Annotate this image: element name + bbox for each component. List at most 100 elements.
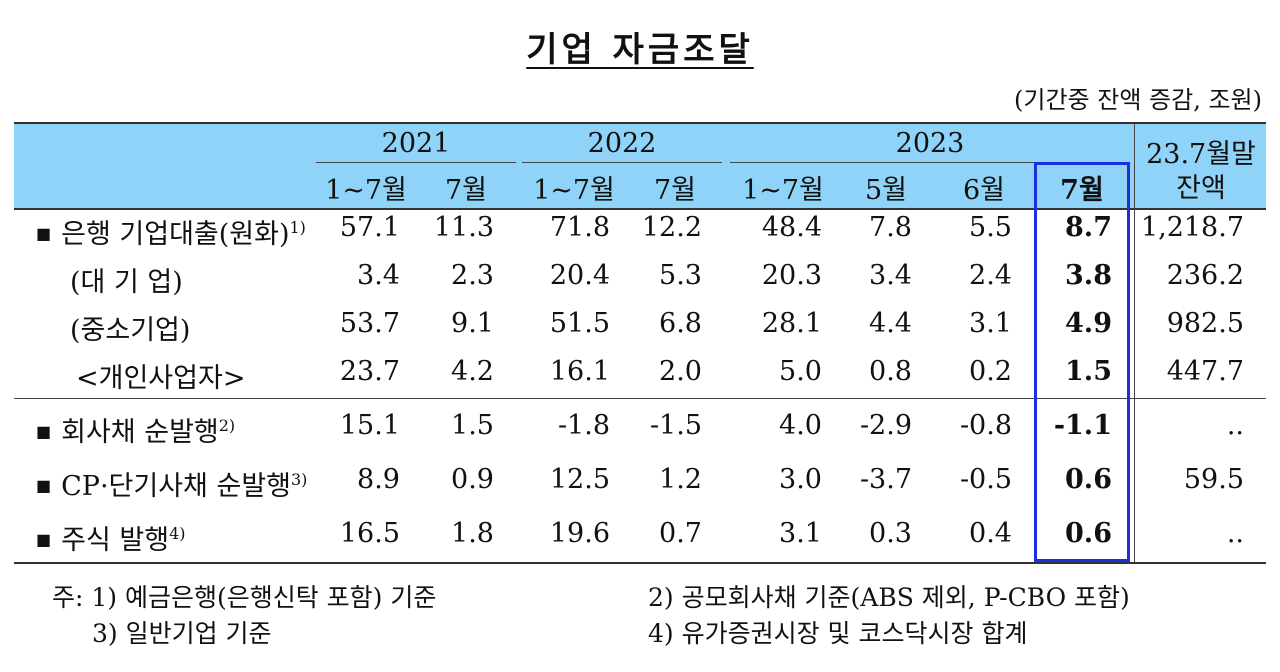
- value-cell: 15.1: [339, 410, 400, 441]
- year-underline: [730, 162, 1130, 163]
- value-cell: 4.2: [451, 356, 494, 387]
- value-cell: 0.7: [659, 518, 702, 549]
- value-cell: 23.7: [339, 356, 400, 387]
- table-row: ■ 주식 발행4) 16.5 1.8 19.6 0.7 3.1 0.3 0.4 0.6..: [0, 518, 1280, 568]
- page-title: 기업 자금조달: [526, 30, 754, 70]
- sub-header: 1~7월: [742, 175, 824, 206]
- bullet-icon: ■: [36, 422, 52, 441]
- value-cell: 11.3: [433, 212, 494, 243]
- balance-cell: 1,218.7: [1140, 212, 1244, 243]
- footnote-1: 주: 1) 예금은행(은행신탁 포함) 기준: [52, 583, 437, 612]
- row-label-text: 은행 기업대출(원화): [61, 219, 290, 250]
- value-cell: -1.8: [557, 410, 610, 441]
- value-cell: 0.8: [869, 356, 912, 387]
- value-cell-highlight: 0.6: [1065, 464, 1112, 495]
- value-cell: 7.8: [869, 212, 912, 243]
- sub-header: 6월: [962, 175, 1006, 206]
- value-cell: -3.7: [859, 464, 912, 495]
- row-label-text: (중소기업): [70, 315, 191, 346]
- row-label: ■ 주식 발행4): [36, 518, 186, 557]
- bullet-icon: ■: [36, 224, 52, 243]
- balance-cell: 236.2: [1166, 260, 1244, 291]
- sub-header: 1~7월: [533, 175, 615, 206]
- value-cell: 1.5: [451, 410, 494, 441]
- value-cell: -1.5: [649, 410, 702, 441]
- column-divider: [1134, 124, 1135, 564]
- value-cell: 5.0: [779, 356, 822, 387]
- row-label-text: (대 기 업): [70, 267, 183, 298]
- table-row: (중소기업) 53.7 9.1 51.5 6.8 28.1 4.4 3.1 4.9 982.5: [0, 308, 1280, 358]
- value-cell: 2.3: [451, 260, 494, 291]
- footnote-marker: 4): [169, 524, 186, 543]
- year-2023: 2023: [895, 128, 965, 159]
- footnote-4: 4) 유가증권시장 및 코스닥시장 합계: [648, 619, 1028, 648]
- footnote-marker: 1): [289, 218, 306, 237]
- value-cell: -2.9: [859, 410, 912, 441]
- balance-cell: ..: [1226, 410, 1244, 441]
- value-cell: 5.5: [969, 212, 1012, 243]
- balance-header-line1: 23.7월말: [1146, 139, 1256, 170]
- value-cell: 71.8: [549, 212, 610, 243]
- footnote-3: 3) 일반기업 기준: [92, 619, 272, 648]
- value-cell-highlight: 8.7: [1065, 212, 1112, 243]
- value-cell: 3.4: [869, 260, 912, 291]
- row-label-text: 회사채 순발행: [61, 417, 219, 448]
- balance-header-line2: 잔액: [1176, 173, 1226, 204]
- value-cell: 12.2: [641, 212, 702, 243]
- value-cell: 0.2: [969, 356, 1012, 387]
- row-label-text: 주식 발행: [61, 525, 170, 556]
- balance-cell: 59.5: [1183, 464, 1244, 495]
- balance-cell: ..: [1226, 518, 1244, 549]
- value-cell: 1.2: [659, 464, 702, 495]
- highlight-box: [1034, 162, 1130, 562]
- year-underline: [522, 162, 722, 163]
- row-label: (대 기 업): [70, 260, 183, 299]
- value-cell: 3.4: [357, 260, 400, 291]
- bullet-icon: ■: [36, 476, 52, 495]
- value-cell: 8.9: [357, 464, 400, 495]
- table-row: ■ 회사채 순발행2) 15.1 1.5 -1.8 -1.5 4.0 -2.9 -0.8 -1.1…: [0, 410, 1280, 460]
- value-cell: 16.1: [549, 356, 610, 387]
- value-cell: 3.0: [779, 464, 822, 495]
- value-cell: 1.8: [451, 518, 494, 549]
- value-cell: 57.1: [339, 212, 400, 243]
- sub-header: 5월: [864, 175, 908, 206]
- table-row: ■ CP·단기사채 순발행3) 8.9 0.9 12.5 1.2 3.0 -3.7 -0.5 0.…: [0, 464, 1280, 514]
- value-cell: 28.1: [761, 308, 822, 339]
- value-cell: 51.5: [549, 308, 610, 339]
- value-cell: 53.7: [339, 308, 400, 339]
- sub-header: 7월: [653, 175, 697, 206]
- unit-note: (기간중 잔액 증감, 조원): [1014, 86, 1262, 114]
- value-cell: 2.0: [659, 356, 702, 387]
- balance-cell: 447.7: [1166, 356, 1244, 387]
- value-cell: 3.1: [969, 308, 1012, 339]
- row-label-text: CP·단기사채 순발행: [61, 471, 291, 502]
- balance-cell: 982.5: [1166, 308, 1244, 339]
- section-divider: [14, 398, 1266, 399]
- year-underline: [316, 162, 516, 163]
- row-label-text: <개인사업자>: [76, 363, 246, 394]
- row-label: <개인사업자>: [76, 356, 245, 395]
- value-cell: -0.8: [959, 410, 1012, 441]
- value-cell: -0.5: [959, 464, 1012, 495]
- value-cell: 2.4: [969, 260, 1012, 291]
- value-cell: 19.6: [549, 518, 610, 549]
- value-cell: 20.4: [549, 260, 610, 291]
- sub-header-highlight: 7월: [1060, 175, 1104, 206]
- bullet-icon: ■: [36, 530, 52, 549]
- value-cell: 0.4: [969, 518, 1012, 549]
- value-cell: 4.4: [869, 308, 912, 339]
- value-cell: 4.0: [779, 410, 822, 441]
- value-cell: 16.5: [339, 518, 400, 549]
- sub-header: 1~7월: [325, 175, 407, 206]
- footnote-marker: 2): [218, 416, 236, 435]
- row-label: ■ 회사채 순발행2): [36, 410, 235, 449]
- value-cell: 12.5: [549, 464, 610, 495]
- sub-header: 7월: [444, 175, 488, 206]
- year-2021: 2021: [381, 128, 451, 159]
- table-row: ■ 은행 기업대출(원화)1) 57.1 11.3 71.8 12.2 48.4 7.8 5.5…: [0, 212, 1280, 262]
- value-cell: 5.3: [659, 260, 702, 291]
- value-cell-highlight: 0.6: [1065, 518, 1112, 549]
- row-label: ■ 은행 기업대출(원화)1): [36, 212, 306, 251]
- table-bottom-border: [14, 562, 1266, 564]
